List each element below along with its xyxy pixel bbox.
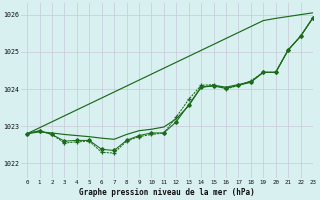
X-axis label: Graphe pression niveau de la mer (hPa): Graphe pression niveau de la mer (hPa) <box>79 188 255 197</box>
